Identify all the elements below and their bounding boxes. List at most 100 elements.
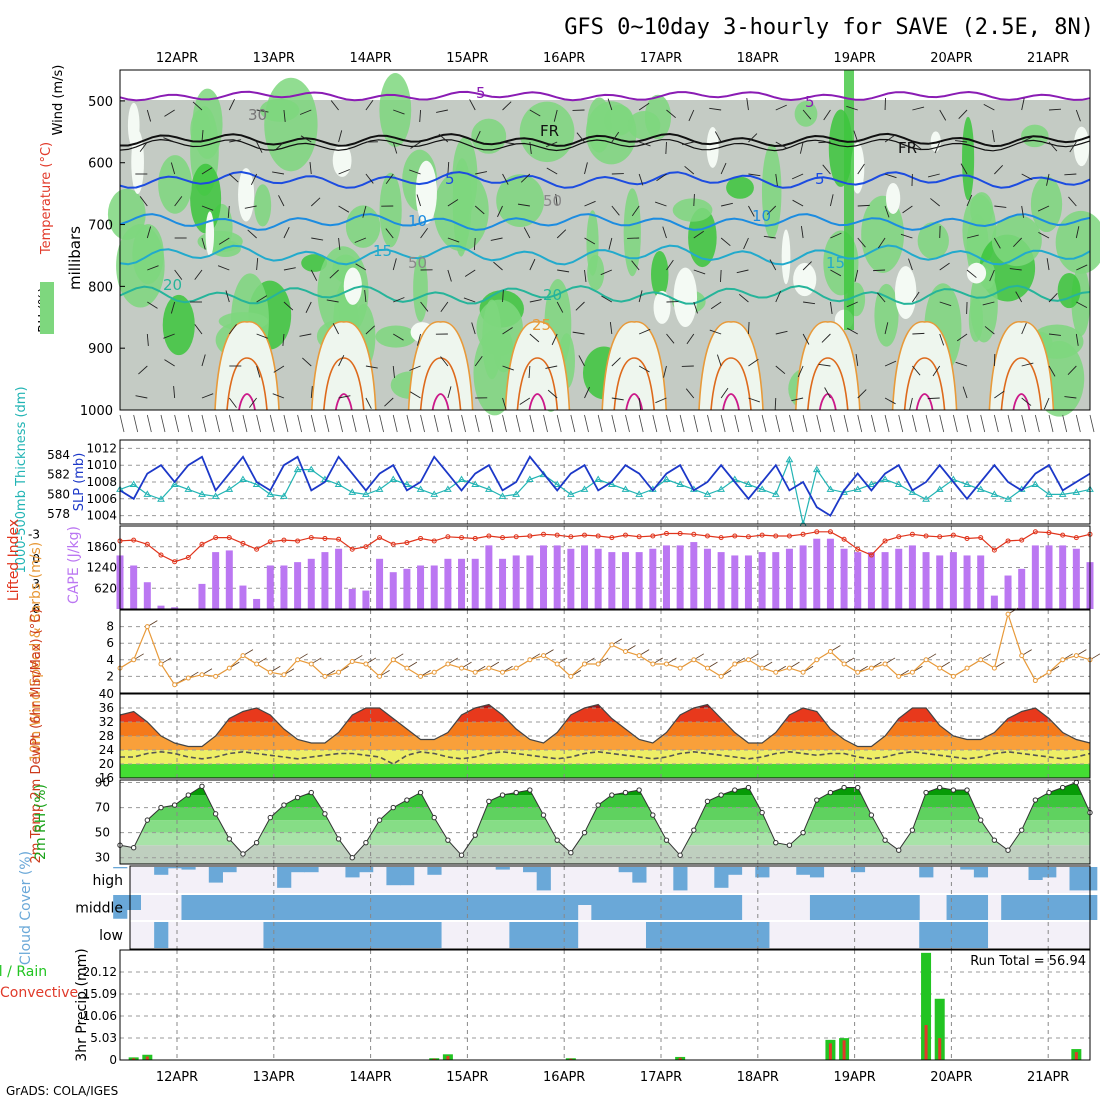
wind-barb [392, 365, 395, 378]
lifted-index-point [267, 539, 273, 545]
surface-wind-barb [912, 414, 917, 433]
wind-speed-point [773, 669, 779, 675]
wind-speed-point [691, 657, 697, 663]
precip-tick-label: 15.09 [83, 987, 117, 1001]
wind-barb [572, 331, 585, 335]
rh-point [950, 787, 957, 793]
cloud-cover-bar [167, 867, 182, 869]
cloud-cover-bar [277, 867, 292, 888]
wind-speed-point [663, 661, 669, 667]
wind-barb [601, 295, 613, 303]
rh-moisture-cell [482, 299, 502, 380]
cloud-cover-bar [796, 867, 811, 875]
rh-point [732, 787, 738, 793]
rh-dry-cell [673, 267, 698, 327]
wind-barb [228, 99, 235, 111]
wind-barb [392, 258, 397, 271]
li-tick-label: 0 [32, 552, 40, 566]
cloud-cover-bar [850, 895, 866, 920]
wind-barb [228, 324, 237, 335]
rh-point [609, 792, 615, 798]
cloud-cover-bar [482, 895, 497, 920]
wind-barb [529, 333, 540, 343]
cloud-cover-bar [550, 895, 565, 920]
rh-point [499, 792, 506, 798]
thickness-point [935, 485, 944, 492]
warm-dome-contour [214, 320, 280, 411]
wind-barb [984, 326, 995, 335]
cloud-cover-bar [208, 867, 223, 883]
contour-label: 5 [815, 170, 825, 188]
wind-barb [272, 171, 285, 175]
rh-point [691, 827, 697, 833]
thickness-point [812, 465, 821, 473]
rh-dry-cell [966, 262, 987, 284]
surface-wind-barb [625, 414, 630, 433]
wind-frame [119, 609, 1091, 694]
wind-barb [709, 329, 722, 335]
lifted-index-point [991, 547, 997, 553]
wind-barb [170, 301, 176, 314]
wind-barb [274, 141, 285, 151]
cloud-cover-bar [973, 895, 989, 920]
thickness-point [771, 490, 780, 497]
wind-barb [1021, 98, 1025, 111]
wind-barb [775, 330, 788, 335]
lifted-index-point [322, 535, 328, 541]
cape-bar [949, 552, 957, 609]
surface-wind-barb [146, 414, 152, 433]
thickness-point [498, 492, 507, 499]
wind-barb [912, 106, 925, 111]
wind-barb [1064, 396, 1077, 399]
wind-barb [693, 301, 698, 314]
wind-barb [578, 355, 585, 367]
cape-bar [1045, 545, 1053, 609]
wind-barb [201, 205, 214, 211]
surface-wind-barb [925, 414, 931, 433]
wind-speed-point [144, 624, 150, 630]
cloud-cover-bar [686, 895, 702, 920]
surface-wind-barb [871, 414, 876, 433]
wind-barb [338, 395, 351, 399]
thickness-point [867, 480, 876, 487]
rh-point [158, 804, 164, 811]
wind-barb [464, 269, 476, 277]
lifted-index-point [363, 544, 369, 550]
cape-bar [1031, 545, 1039, 609]
wind-barb [769, 259, 777, 271]
cape-bar [895, 548, 903, 609]
rh-2m-panel: 30 50 70 90 2m RH (%) [33, 776, 1093, 865]
wind-barb [256, 295, 268, 303]
rh-moisture-cell [604, 104, 634, 136]
bottom-date-label: 14APR [349, 1070, 391, 1085]
rh-moisture-cell [132, 224, 164, 285]
lifted-index-point [226, 535, 232, 541]
wind-barb [666, 109, 676, 119]
wind-barb [927, 397, 940, 400]
wind-barb [249, 397, 257, 408]
wind-barb [639, 141, 651, 147]
rh-dry-cell [332, 143, 352, 177]
wind-barb [201, 354, 206, 367]
wind-barb [656, 173, 667, 182]
bottom-date-label: 13APR [253, 1070, 295, 1085]
rh-dry-cell [653, 290, 671, 324]
wind-barb [338, 130, 343, 143]
wind-barb [474, 356, 483, 367]
rh-point [855, 784, 861, 791]
surface-wind-barb [611, 414, 617, 433]
cloud-cover-bar [113, 867, 128, 869]
wind-barb [519, 397, 531, 405]
lifted-index-axis-label: Lifted Index [6, 519, 22, 601]
wind-barb [545, 141, 558, 148]
temp-contour-15 [119, 244, 1091, 266]
cloud-cover-bar [1001, 895, 1016, 920]
wind-barb [710, 301, 722, 310]
wind-barb [364, 290, 367, 303]
wind-barb [393, 297, 405, 303]
surface-wind-barb [461, 414, 466, 433]
wind-barb [447, 199, 459, 207]
lifted-index-point [431, 538, 437, 544]
wind-barb [714, 131, 722, 143]
thickness-tick-label: 580 [47, 487, 70, 501]
